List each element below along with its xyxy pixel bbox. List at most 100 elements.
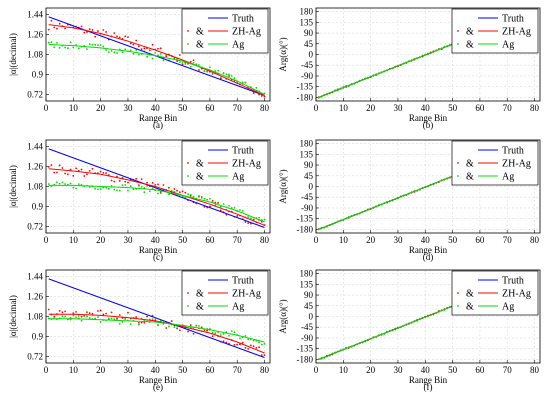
data-point-ag [121, 184, 124, 187]
data-point-zh-ag [102, 29, 105, 31]
legend: Truth & ZH-Ag & Ag [451, 8, 539, 54]
data-point-ag [258, 216, 260, 219]
data-point-zh-ag [124, 35, 127, 38]
y-tick-label: 0.9 [32, 201, 44, 211]
data-point-ag [192, 61, 195, 64]
data-point-ag [124, 48, 127, 51]
y-tick-label: -45 [301, 322, 313, 332]
data-point-ag [162, 59, 165, 62]
data-point-ag [228, 334, 230, 337]
data-point-ag [107, 187, 110, 190]
x-tick-label: 30 [123, 235, 133, 245]
data-point-zh-ag [58, 22, 61, 25]
data-point-zh-ag [255, 347, 258, 349]
data-point-zh-ag [181, 190, 184, 193]
data-point-ag [110, 49, 113, 52]
data-point-zh-ag [146, 181, 148, 184]
legend-ampersand: & [196, 27, 204, 38]
y-tick-label: 90 [304, 28, 314, 38]
data-point-ag [217, 69, 219, 72]
data-point-zh-ag [61, 311, 64, 314]
data-point-ag [217, 202, 219, 205]
data-point-ag [198, 324, 200, 327]
data-point-zh-ag [176, 189, 179, 192]
y-tick-label: -45 [301, 60, 313, 70]
data-point-zh-ag [247, 222, 250, 225]
data-point-ag [154, 51, 157, 54]
legend-ampersand: & [196, 40, 204, 51]
data-point-ag [244, 81, 247, 84]
x-tick-label: 20 [96, 235, 106, 245]
y-tick-label: 0.72 [27, 351, 43, 361]
series-line-zh-ag [48, 24, 265, 96]
chart-panel-c: 0 10 20 30 40 50 60 70 80 0.72 0.9 1.08 1.26 1.44 Rang… [8, 139, 271, 262]
legend-ampersand: & [196, 159, 204, 170]
y-tick-label: -90 [301, 203, 313, 213]
data-point-ag [124, 318, 127, 320]
data-point-zh-ag [203, 205, 206, 208]
data-point-ag [260, 343, 263, 346]
x-tick-label: 10 [69, 103, 79, 113]
x-axis-label: Range Bin [139, 375, 178, 385]
data-point-zh-ag [239, 343, 241, 346]
data-point-zh-ag [219, 209, 222, 212]
series-line-ag [48, 318, 265, 343]
data-point-ag [219, 76, 222, 79]
data-point-zh-ag [53, 171, 56, 174]
data-point-ag [97, 316, 99, 318]
data-point-zh-ag [72, 174, 75, 177]
data-point-ag [263, 218, 266, 221]
panel-caption: (a) [153, 120, 163, 130]
data-point-zh-ag [88, 312, 91, 315]
data-point-ag [140, 185, 143, 188]
x-tick-label: 80 [260, 103, 270, 113]
data-point-zh-ag [105, 31, 107, 33]
data-point-ag [214, 70, 217, 72]
data-point-ag [189, 65, 192, 68]
data-point-zh-ag [75, 167, 77, 170]
data-point-ag [148, 190, 151, 193]
data-point-ag [99, 321, 102, 323]
data-point-zh-ag [58, 164, 61, 167]
chart-panel-f: 0 10 20 30 40 50 60 70 80-180-135-90-45045901351… [278, 269, 541, 392]
data-point-ag [249, 217, 252, 220]
x-tick-label: 50 [448, 365, 458, 375]
data-point-zh-ag [127, 181, 129, 184]
data-point-ag [69, 41, 72, 44]
data-point-zh-ag [244, 221, 247, 223]
data-point-zh-ag [176, 327, 179, 330]
x-tick-label: 70 [233, 103, 243, 113]
data-point-zh-ag [236, 215, 239, 217]
data-point-zh-ag [75, 311, 77, 313]
data-point-ag [88, 43, 91, 46]
legend-label-zh-ag: ZH-Ag [232, 27, 261, 38]
data-point-zh-ag [99, 170, 102, 173]
data-point-zh-ag [105, 172, 107, 175]
x-tick-label: 0 [44, 103, 49, 113]
legend-label-truth: Truth [502, 14, 524, 25]
data-point-ag [80, 183, 83, 186]
panel-caption: (e) [153, 382, 163, 392]
data-point-ag [209, 66, 211, 69]
x-tick-label: 50 [178, 103, 188, 113]
data-point-zh-ag [260, 95, 263, 97]
legend-marker [187, 30, 189, 32]
x-tick-label: 60 [475, 235, 485, 245]
y-tick-label: 45 [304, 39, 314, 49]
data-point-zh-ag [88, 169, 91, 172]
x-tick-label: 20 [366, 235, 376, 245]
y-tick-label: 0.9 [32, 331, 44, 341]
data-point-zh-ag [249, 344, 252, 347]
legend-label-ag: Ag [502, 302, 514, 313]
data-point-zh-ag [178, 329, 181, 332]
data-point-ag [263, 342, 266, 345]
data-point-zh-ag [198, 69, 200, 71]
y-tick-label: 1.26 [27, 292, 43, 302]
y-tick-label: -135 [297, 344, 314, 354]
data-point-ag [107, 51, 110, 54]
data-point-ag [137, 323, 140, 326]
data-point-zh-ag [252, 92, 255, 94]
x-tick-label: 50 [178, 365, 188, 375]
x-tick-label: 80 [530, 365, 540, 375]
data-point-zh-ag [241, 341, 244, 344]
